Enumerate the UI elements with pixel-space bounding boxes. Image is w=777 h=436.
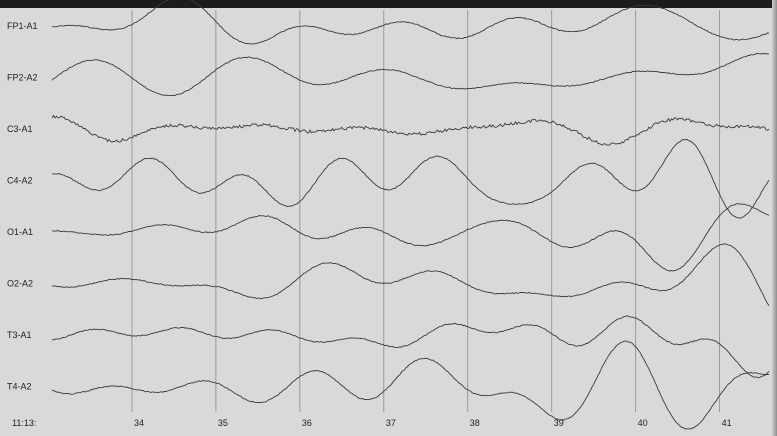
trace-fp2-a2 — [51, 52, 770, 97]
channel-label: C3-A1 — [7, 124, 33, 134]
x-tick-label: 40 — [638, 418, 648, 428]
channel-label: C4-A2 — [7, 176, 33, 186]
paper-edge-shadow — [772, 0, 777, 436]
top-dark-border — [0, 0, 777, 8]
trace-c3-a1 — [51, 114, 770, 146]
x-tick-label: 38 — [470, 418, 480, 428]
x-tick-label: 36 — [302, 418, 312, 428]
x-tick-label: 41 — [722, 418, 732, 428]
x-tick-label: 34 — [134, 418, 144, 428]
time-prefix-label: 11:13: — [12, 418, 36, 428]
trace-fp1-a1 — [51, 0, 770, 45]
channel-label: FP1-A1 — [7, 21, 38, 31]
channel-label: T3-A1 — [7, 330, 32, 340]
trace-o1-a1 — [51, 203, 770, 272]
trace-t3-a1 — [51, 315, 770, 379]
x-tick-label: 39 — [554, 418, 564, 428]
x-tick-label: 37 — [386, 418, 396, 428]
channel-label: O1-A1 — [7, 227, 33, 237]
trace-t4-a2 — [51, 340, 770, 430]
label-layer: FP1-A1 FP2-A2 C3-A1 C4-A2 O1-A1 O2-A2 T3-A1 T4-… — [7, 21, 38, 392]
trace-c4-a2 — [51, 138, 770, 219]
trace-layer — [51, 0, 770, 430]
channel-label: T4-A2 — [7, 382, 32, 392]
grid-layer — [131, 10, 721, 412]
channel-label: FP2-A2 — [7, 73, 38, 83]
trace-o2-a2 — [51, 243, 770, 306]
channel-label: O2-A2 — [7, 279, 33, 289]
tick-layer: 11:13: 34 35 36 37 38 39 40 41 — [12, 418, 732, 428]
x-tick-label: 35 — [218, 418, 228, 428]
